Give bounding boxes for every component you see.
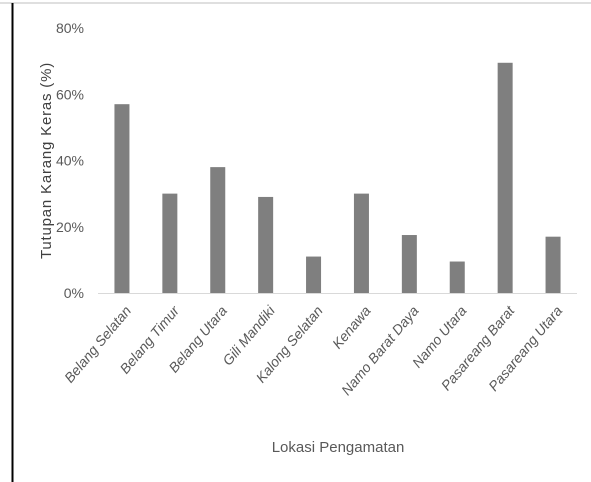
bar (162, 193, 178, 293)
y-tick-label: 0% (64, 285, 84, 301)
bar (545, 236, 561, 293)
y-tick-label: 20% (56, 219, 84, 235)
bar (114, 104, 130, 293)
bar (353, 193, 369, 293)
y-tick-label: 40% (56, 153, 84, 169)
x-axis-title: Lokasi Pengamatan (272, 439, 405, 456)
bar (497, 62, 513, 293)
y-tick-label: 60% (56, 86, 84, 102)
bars (114, 62, 561, 293)
y-axis-title: Tutupan Karang Keras (%) (38, 62, 55, 259)
bar (449, 261, 465, 293)
bar (258, 196, 274, 293)
bar (401, 235, 417, 293)
y-tick-label: 80% (56, 20, 84, 36)
y-axis-tick-labels: 0% 20% 40% 60% 80% (56, 20, 84, 301)
bar (306, 256, 322, 293)
bar (210, 167, 226, 293)
